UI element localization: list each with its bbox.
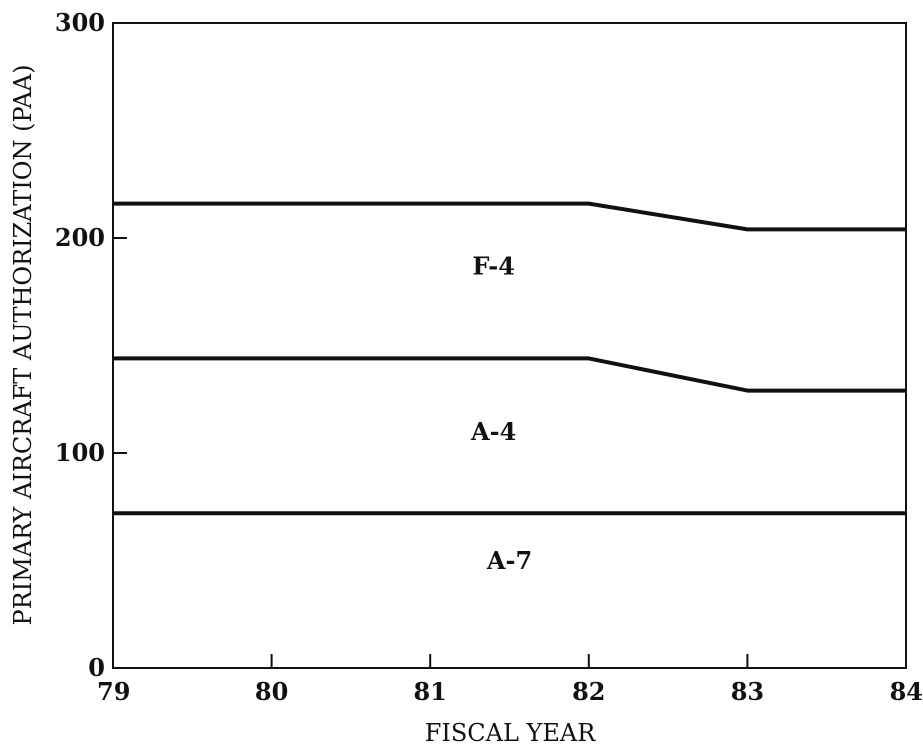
y-tick-label: 100 xyxy=(55,438,105,467)
x-axis-title: FISCAL YEAR xyxy=(425,719,597,747)
y-tick-label: 300 xyxy=(55,8,105,37)
boundary-lines xyxy=(113,201,906,516)
x-tick-label: 84 xyxy=(890,677,923,706)
y-tick-label: 200 xyxy=(55,223,105,252)
y-tick-label: 0 xyxy=(88,653,105,682)
x-tick-label: 82 xyxy=(572,677,605,706)
region-labels: A-7 A-4 F-4 xyxy=(470,252,532,576)
y-axis-title: PRIMARY AIRCRAFT AUTHORIZATION (PAA) xyxy=(9,65,37,626)
region-label-f-4: F-4 xyxy=(472,252,515,281)
plot-frame xyxy=(112,22,907,669)
x-tick-label: 79 xyxy=(97,677,130,706)
boundary-line xyxy=(113,356,906,393)
region-label-a-4: A-4 xyxy=(470,417,516,446)
x-axis: 79 80 81 82 83 84 xyxy=(97,654,923,706)
boundary-line xyxy=(113,201,906,232)
region-label-a-7: A-7 xyxy=(486,546,532,575)
x-tick-label: 83 xyxy=(731,677,764,706)
x-tick-label: 80 xyxy=(255,677,288,706)
y-axis: 0 100 200 300 xyxy=(55,8,127,682)
x-tick-label: 81 xyxy=(413,677,446,706)
